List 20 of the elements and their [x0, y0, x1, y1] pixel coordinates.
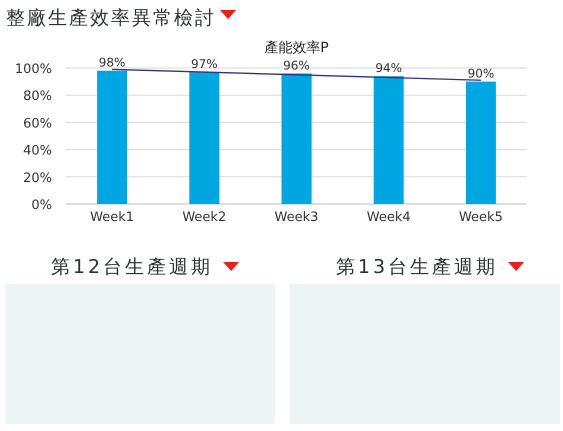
- data-label: 97%: [190, 57, 218, 72]
- data-label: 96%: [283, 58, 310, 72]
- data-label: 98%: [98, 56, 126, 70]
- data-label: 90%: [468, 66, 494, 81]
- text: 第12台生產週期: [50, 256, 214, 278]
- x-tick-label: Week1: [90, 210, 134, 225]
- y-tick-label: 40%: [23, 144, 52, 159]
- y-tick-label: 20%: [23, 170, 52, 186]
- y-tick-label: 0%: [31, 198, 52, 213]
- chart-title: 產能效率P: [264, 40, 329, 56]
- x-tick-label: Week3: [274, 210, 318, 225]
- text: 第13台生產週期: [336, 256, 498, 278]
- y-tick-label: 100%: [14, 62, 52, 77]
- x-tick-label: Week2: [182, 210, 226, 225]
- data-label: 94%: [375, 61, 402, 76]
- x-tick-label: Week5: [458, 210, 503, 225]
- y-tick-label: 80%: [23, 89, 52, 104]
- x-tick-label: Week4: [366, 210, 411, 225]
- text: 整廠生產效率異常檢討: [6, 7, 216, 29]
- y-tick-label: 60%: [23, 116, 52, 132]
